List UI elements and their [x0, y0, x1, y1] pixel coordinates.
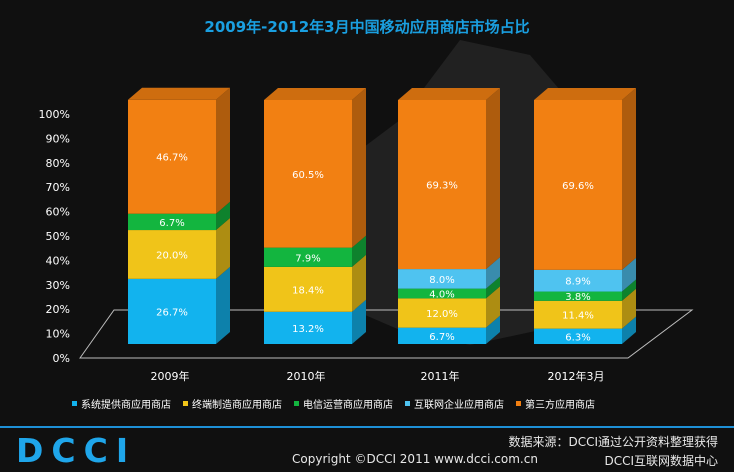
legend-swatch — [183, 400, 188, 406]
bar-top-face — [128, 87, 230, 100]
y-tick-label: 60% — [46, 206, 70, 219]
bar-segment-side — [352, 254, 366, 312]
bar-segment-side — [486, 276, 500, 299]
y-tick-label: 50% — [46, 230, 70, 243]
x-tick-label: 2010年 — [287, 369, 326, 383]
y-tick-label: 30% — [46, 279, 70, 292]
data-label: 6.7% — [429, 332, 454, 343]
bar-segment-side — [352, 88, 366, 248]
bar-segment — [128, 213, 216, 231]
bar-top-face — [534, 88, 636, 100]
data-label: 69.6% — [562, 181, 594, 192]
data-label: 6.3% — [565, 332, 590, 343]
bar-segment-side — [622, 257, 636, 292]
data-label: 69.3% — [426, 181, 458, 192]
bar-segment — [534, 291, 622, 301]
y-tick-label: 70% — [46, 181, 70, 194]
footer-divider — [0, 426, 734, 428]
data-label: 11.4% — [562, 311, 594, 322]
bar-segment-side — [352, 235, 366, 267]
bar-segment-side — [352, 299, 366, 344]
bar-top-face — [398, 88, 500, 100]
data-label: 6.7% — [159, 218, 184, 229]
legend: 系统提供商应用商店 终端制造商应用商店 电信运营商应用商店 互联网企业应用商店 第三方应… — [72, 396, 607, 411]
legend-item: 终端制造商应用商店 — [183, 396, 282, 411]
bar-segment-side — [216, 201, 230, 231]
y-tick-label: 10% — [46, 328, 70, 341]
bar-segment — [534, 269, 622, 292]
y-tick-label: 80% — [46, 157, 70, 170]
chart-title: 2009年-2012年3月中国移动应用商店市场占比 — [204, 18, 530, 36]
data-label: 60.5% — [292, 170, 324, 181]
bar-segment-side — [216, 87, 230, 214]
bar-segment-side — [216, 266, 230, 344]
legend-swatch — [72, 400, 77, 406]
bar-segment-side — [622, 279, 636, 301]
bar-segment — [398, 100, 486, 270]
chart-floor — [79, 309, 694, 359]
bar-segment — [128, 99, 216, 214]
data-label: 8.9% — [565, 277, 590, 288]
bar-segment — [534, 100, 622, 270]
data-label: 20.0% — [156, 250, 188, 261]
y-tick-label: 100% — [39, 108, 70, 121]
bar-segment — [264, 247, 352, 267]
x-tick-label: 2012年3月 — [548, 369, 605, 383]
data-label: 3.8% — [565, 292, 590, 303]
x-tick-label: 2009年 — [151, 369, 190, 383]
legend-swatch — [516, 400, 521, 406]
legend-label: 电信运营商应用商店 — [303, 399, 393, 411]
bar-segment — [534, 328, 622, 344]
bar-segment-side — [216, 218, 230, 279]
y-tick-label: 20% — [46, 303, 70, 316]
bar-segment-side — [622, 316, 636, 344]
bar-segment — [534, 300, 622, 329]
legend-swatch — [405, 400, 410, 406]
data-label: 46.7% — [156, 153, 188, 164]
y-tick-label: 90% — [46, 132, 70, 145]
data-label: 18.4% — [292, 285, 324, 296]
legend-item: 第三方应用商店 — [516, 396, 595, 411]
bar-segment — [398, 269, 486, 289]
data-label: 26.7% — [156, 307, 188, 318]
legend-item: 系统提供商应用商店 — [72, 396, 171, 411]
bar-segment-side — [622, 88, 636, 270]
copyright-text: Copyright ©DCCI 2011 www.dcci.com.cn — [292, 452, 538, 466]
legend-item: 电信运营商应用商店 — [294, 396, 393, 411]
bar-segment — [398, 298, 486, 328]
data-label: 7.9% — [295, 253, 320, 264]
bar-segment — [128, 278, 216, 344]
data-source-text: 数据来源：DCCI通过公开资料整理获得 — [508, 435, 718, 449]
bar-segment — [264, 311, 352, 344]
bar-segment-side — [622, 288, 636, 329]
legend-label: 互联网企业应用商店 — [414, 399, 504, 411]
legend-label: 第三方应用商店 — [525, 399, 595, 411]
data-label: 8.0% — [429, 275, 454, 286]
bar-segment — [398, 288, 486, 299]
bar-segment-side — [486, 315, 500, 344]
legend-item: 互联网企业应用商店 — [405, 396, 504, 411]
y-tick-label: 40% — [46, 254, 70, 267]
legend-label: 系统提供商应用商店 — [81, 399, 171, 411]
bar-segment — [398, 327, 486, 344]
x-tick-label: 2011年 — [421, 369, 460, 383]
legend-label: 终端制造商应用商店 — [192, 399, 282, 411]
data-label: 4.0% — [429, 289, 454, 300]
bar-segment — [264, 100, 352, 248]
bar-segment — [128, 230, 216, 279]
data-center-text: DCCI互联网数据中心 — [604, 454, 718, 468]
bar-segment-side — [486, 257, 500, 289]
bar-segment — [264, 266, 352, 312]
data-label: 12.0% — [426, 309, 458, 320]
data-label: 13.2% — [292, 324, 324, 335]
y-tick-label: 0% — [53, 352, 70, 365]
bar-top-face — [264, 88, 366, 100]
bar-segment-side — [486, 286, 500, 328]
bar-segment-side — [486, 88, 500, 270]
dcci-logo: DCCI — [16, 431, 137, 470]
legend-swatch — [294, 400, 299, 406]
stacked-bar-chart: 0% 10% 20% 30% 40% 50% 60% 70% 80% 90% 100% 26.7% 20… — [39, 40, 694, 383]
